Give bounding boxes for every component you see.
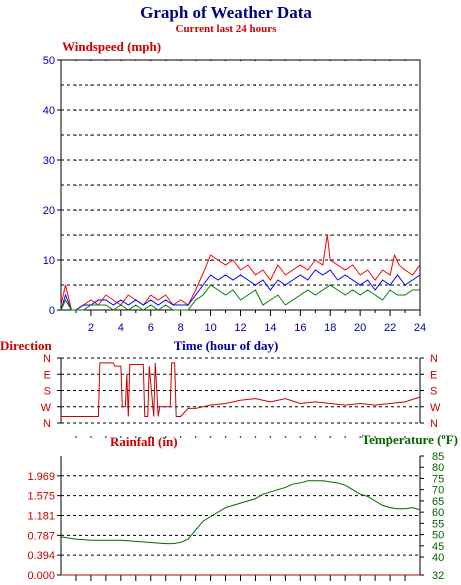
temp-y-tick-label: 85	[432, 451, 444, 463]
temp-y-tick-label: 80	[432, 462, 444, 474]
direction-right-label: S	[430, 386, 437, 398]
direction-hour-dot	[179, 436, 182, 438]
rain-y-tick-label: 0.394	[27, 550, 55, 562]
direction-hour-dot	[164, 436, 167, 438]
direction-left-label: N	[43, 418, 51, 430]
temp-y-tick-label: 60	[432, 507, 444, 519]
temp-series-line	[60, 480, 421, 545]
direction-hour-dot	[105, 436, 107, 438]
direction-hour-dot	[299, 436, 302, 438]
wind-y-tick-label: 0	[49, 305, 55, 317]
direction-panel: N NE ES SW WN N	[41, 353, 441, 438]
rain-y-tick-label: 1.969	[27, 471, 55, 483]
direction-hour-dot	[224, 436, 227, 438]
wind-x-tick-label: 24	[414, 322, 426, 334]
direction-left-label: N	[43, 353, 51, 365]
direction-hour-dot	[120, 436, 122, 438]
direction-right-label: W	[430, 402, 441, 414]
direction-hour-dot	[149, 436, 152, 438]
direction-hour-dot	[374, 436, 376, 438]
temp-y-tick-label: 50	[432, 530, 444, 542]
wind-xlabel: Time (hour of day)	[174, 338, 279, 353]
direction-hour-dot	[134, 436, 137, 438]
temp-y-tick-label: 32	[432, 570, 444, 582]
wind-series-line-3	[60, 284, 420, 311]
direction-series-line	[61, 362, 421, 417]
temp-y-tick-label: 75	[432, 473, 444, 485]
wind-x-tick-label: 14	[264, 322, 276, 334]
rain-y-tick-label: 1.575	[27, 491, 55, 503]
direction-right-label: E	[430, 369, 437, 381]
wind-series-line-2	[60, 269, 421, 311]
wind-x-tick-label: 16	[294, 322, 306, 334]
chart-subtitle: Current last 24 hours	[176, 23, 278, 35]
direction-hour-dot	[359, 436, 361, 438]
wind-y-tick-label: 40	[43, 105, 55, 117]
wind-y-tick-label: 20	[43, 205, 55, 217]
direction-hour-dot	[194, 436, 197, 438]
direction-left-label: W	[41, 402, 52, 414]
temp-y-tick-label: 65	[432, 496, 444, 508]
temp-y-tick-label: 55	[432, 518, 444, 530]
wind-x-tick-label: 20	[354, 322, 366, 334]
wind-x-tick-label: 6	[148, 322, 154, 334]
temp-y-tick-label: 45	[432, 541, 444, 553]
temp-y-tick-label: 70	[432, 485, 444, 497]
rain-y-tick-label: 0.000	[27, 570, 55, 582]
rain-y-tick-label: 0.787	[27, 530, 55, 542]
direction-right-label: N	[430, 353, 438, 365]
rain-title: Rainfall (in)	[110, 434, 178, 449]
direction-hour-dot	[389, 436, 391, 438]
wind-x-tick-label: 12	[234, 322, 246, 334]
wind-x-tick-label: 10	[204, 322, 216, 334]
direction-hour-dot	[344, 436, 347, 438]
wind-series-line-1	[60, 234, 421, 311]
rain-temp-panel: 0.000 0.394 0.787 1.181 1.575 1.969 32 40455055…	[27, 451, 444, 582]
direction-hour-dot	[404, 436, 406, 438]
direction-hour-dot	[329, 436, 332, 438]
direction-hour-dot	[314, 436, 317, 438]
direction-title: Direction	[0, 338, 53, 353]
wind-y-tick-label: 30	[43, 155, 55, 167]
wind-y-tick-label: 10	[43, 255, 55, 267]
direction-left-label: S	[44, 386, 51, 398]
temp-title: Temperature (ºF)	[362, 432, 458, 447]
wind-x-tick-label: 4	[118, 322, 124, 334]
wind-y-tick-label: 50	[43, 55, 55, 67]
direction-hour-dot	[90, 436, 92, 438]
direction-right-label: N	[430, 418, 438, 430]
direction-hour-dot	[239, 436, 242, 438]
wind-x-tick-label: 22	[384, 322, 396, 334]
direction-left-label: E	[44, 369, 51, 381]
chart-title: Graph of Weather Data	[140, 3, 312, 22]
rain-y-tick-label: 1.181	[27, 511, 55, 523]
wind-title: Windspeed (mph)	[62, 39, 161, 54]
wind-x-tick-label: 18	[324, 322, 336, 334]
wind-x-tick-label: 8	[178, 322, 184, 334]
temp-y-tick-label: 40	[432, 552, 444, 564]
direction-hour-dot	[75, 436, 77, 438]
direction-hour-dot	[284, 436, 287, 438]
direction-hour-dot	[209, 436, 212, 438]
direction-hour-dot	[269, 436, 272, 438]
wind-x-tick-label: 2	[88, 322, 94, 334]
direction-hour-dot	[254, 436, 257, 438]
